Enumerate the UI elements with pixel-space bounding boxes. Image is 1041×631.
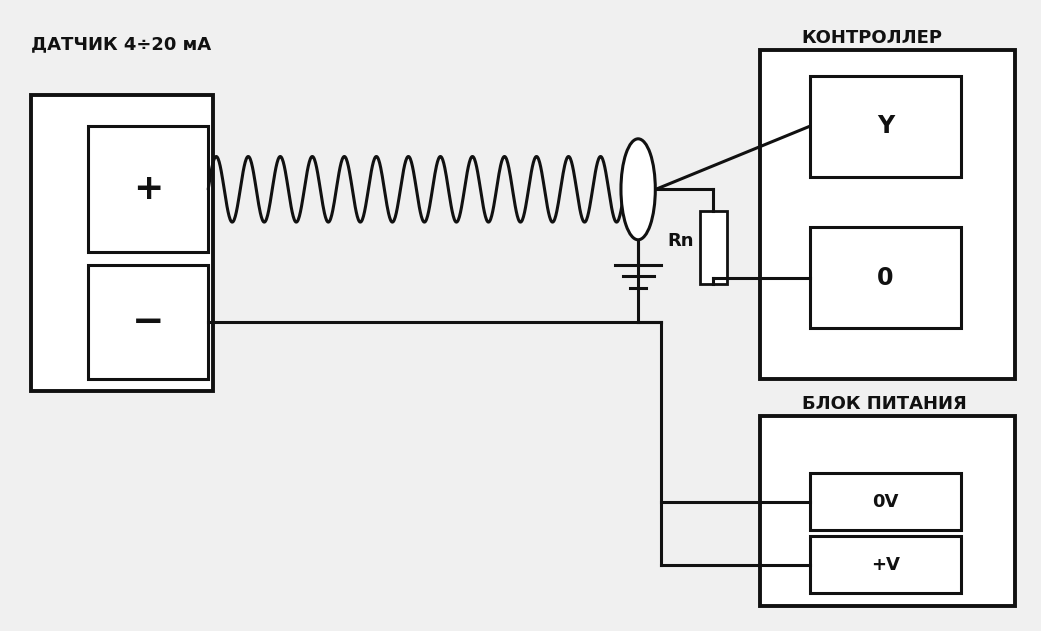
Ellipse shape	[620, 139, 656, 240]
Bar	[810, 227, 961, 328]
Bar	[88, 126, 208, 252]
Text: 0: 0	[878, 266, 893, 290]
Bar	[31, 95, 213, 391]
Bar	[700, 211, 727, 284]
Text: Y: Y	[877, 114, 894, 138]
Bar	[88, 265, 208, 379]
Bar	[810, 473, 961, 530]
Text: Rn: Rn	[668, 232, 694, 251]
Text: +V: +V	[871, 556, 899, 574]
Text: КОНТРОЛЛЕР: КОНТРОЛЛЕР	[802, 29, 942, 47]
Text: ДАТЧИК 4÷20 мА: ДАТЧИК 4÷20 мА	[31, 35, 211, 54]
Bar	[760, 416, 1015, 606]
Text: 0V: 0V	[872, 493, 898, 510]
Text: БЛОК ПИТАНИЯ: БЛОК ПИТАНИЯ	[802, 395, 966, 413]
Bar	[810, 76, 961, 177]
Bar	[810, 536, 961, 593]
Text: −: −	[132, 303, 164, 341]
Text: +: +	[133, 172, 163, 206]
Bar	[760, 50, 1015, 379]
